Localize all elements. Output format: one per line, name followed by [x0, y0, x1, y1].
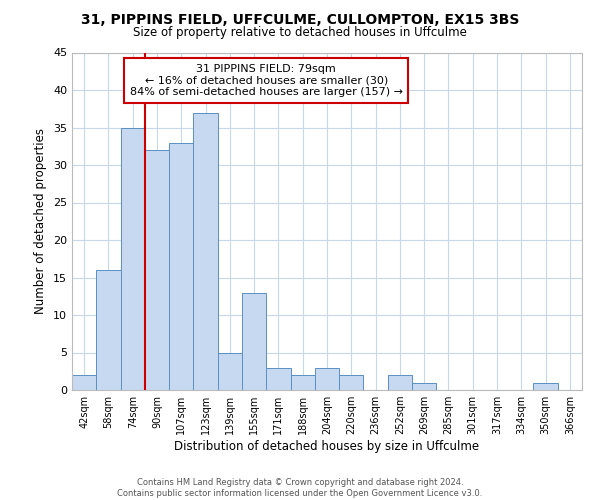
Bar [218, 352, 242, 390]
X-axis label: Distribution of detached houses by size in Uffculme: Distribution of detached houses by size … [175, 440, 479, 453]
Bar [72, 375, 96, 390]
Text: 31 PIPPINS FIELD: 79sqm
← 16% of detached houses are smaller (30)
84% of semi-de: 31 PIPPINS FIELD: 79sqm ← 16% of detache… [130, 64, 403, 97]
Bar [290, 375, 315, 390]
Text: 31, PIPPINS FIELD, UFFCULME, CULLOMPTON, EX15 3BS: 31, PIPPINS FIELD, UFFCULME, CULLOMPTON,… [81, 12, 519, 26]
Bar [145, 150, 169, 390]
Text: Contains HM Land Registry data © Crown copyright and database right 2024.
Contai: Contains HM Land Registry data © Crown c… [118, 478, 482, 498]
Bar [412, 382, 436, 390]
Bar [96, 270, 121, 390]
Text: Size of property relative to detached houses in Uffculme: Size of property relative to detached ho… [133, 26, 467, 39]
Y-axis label: Number of detached properties: Number of detached properties [34, 128, 47, 314]
Bar [266, 368, 290, 390]
Bar [121, 128, 145, 390]
Bar [169, 142, 193, 390]
Bar [242, 292, 266, 390]
Bar [533, 382, 558, 390]
Bar [339, 375, 364, 390]
Bar [193, 112, 218, 390]
Bar [315, 368, 339, 390]
Bar [388, 375, 412, 390]
